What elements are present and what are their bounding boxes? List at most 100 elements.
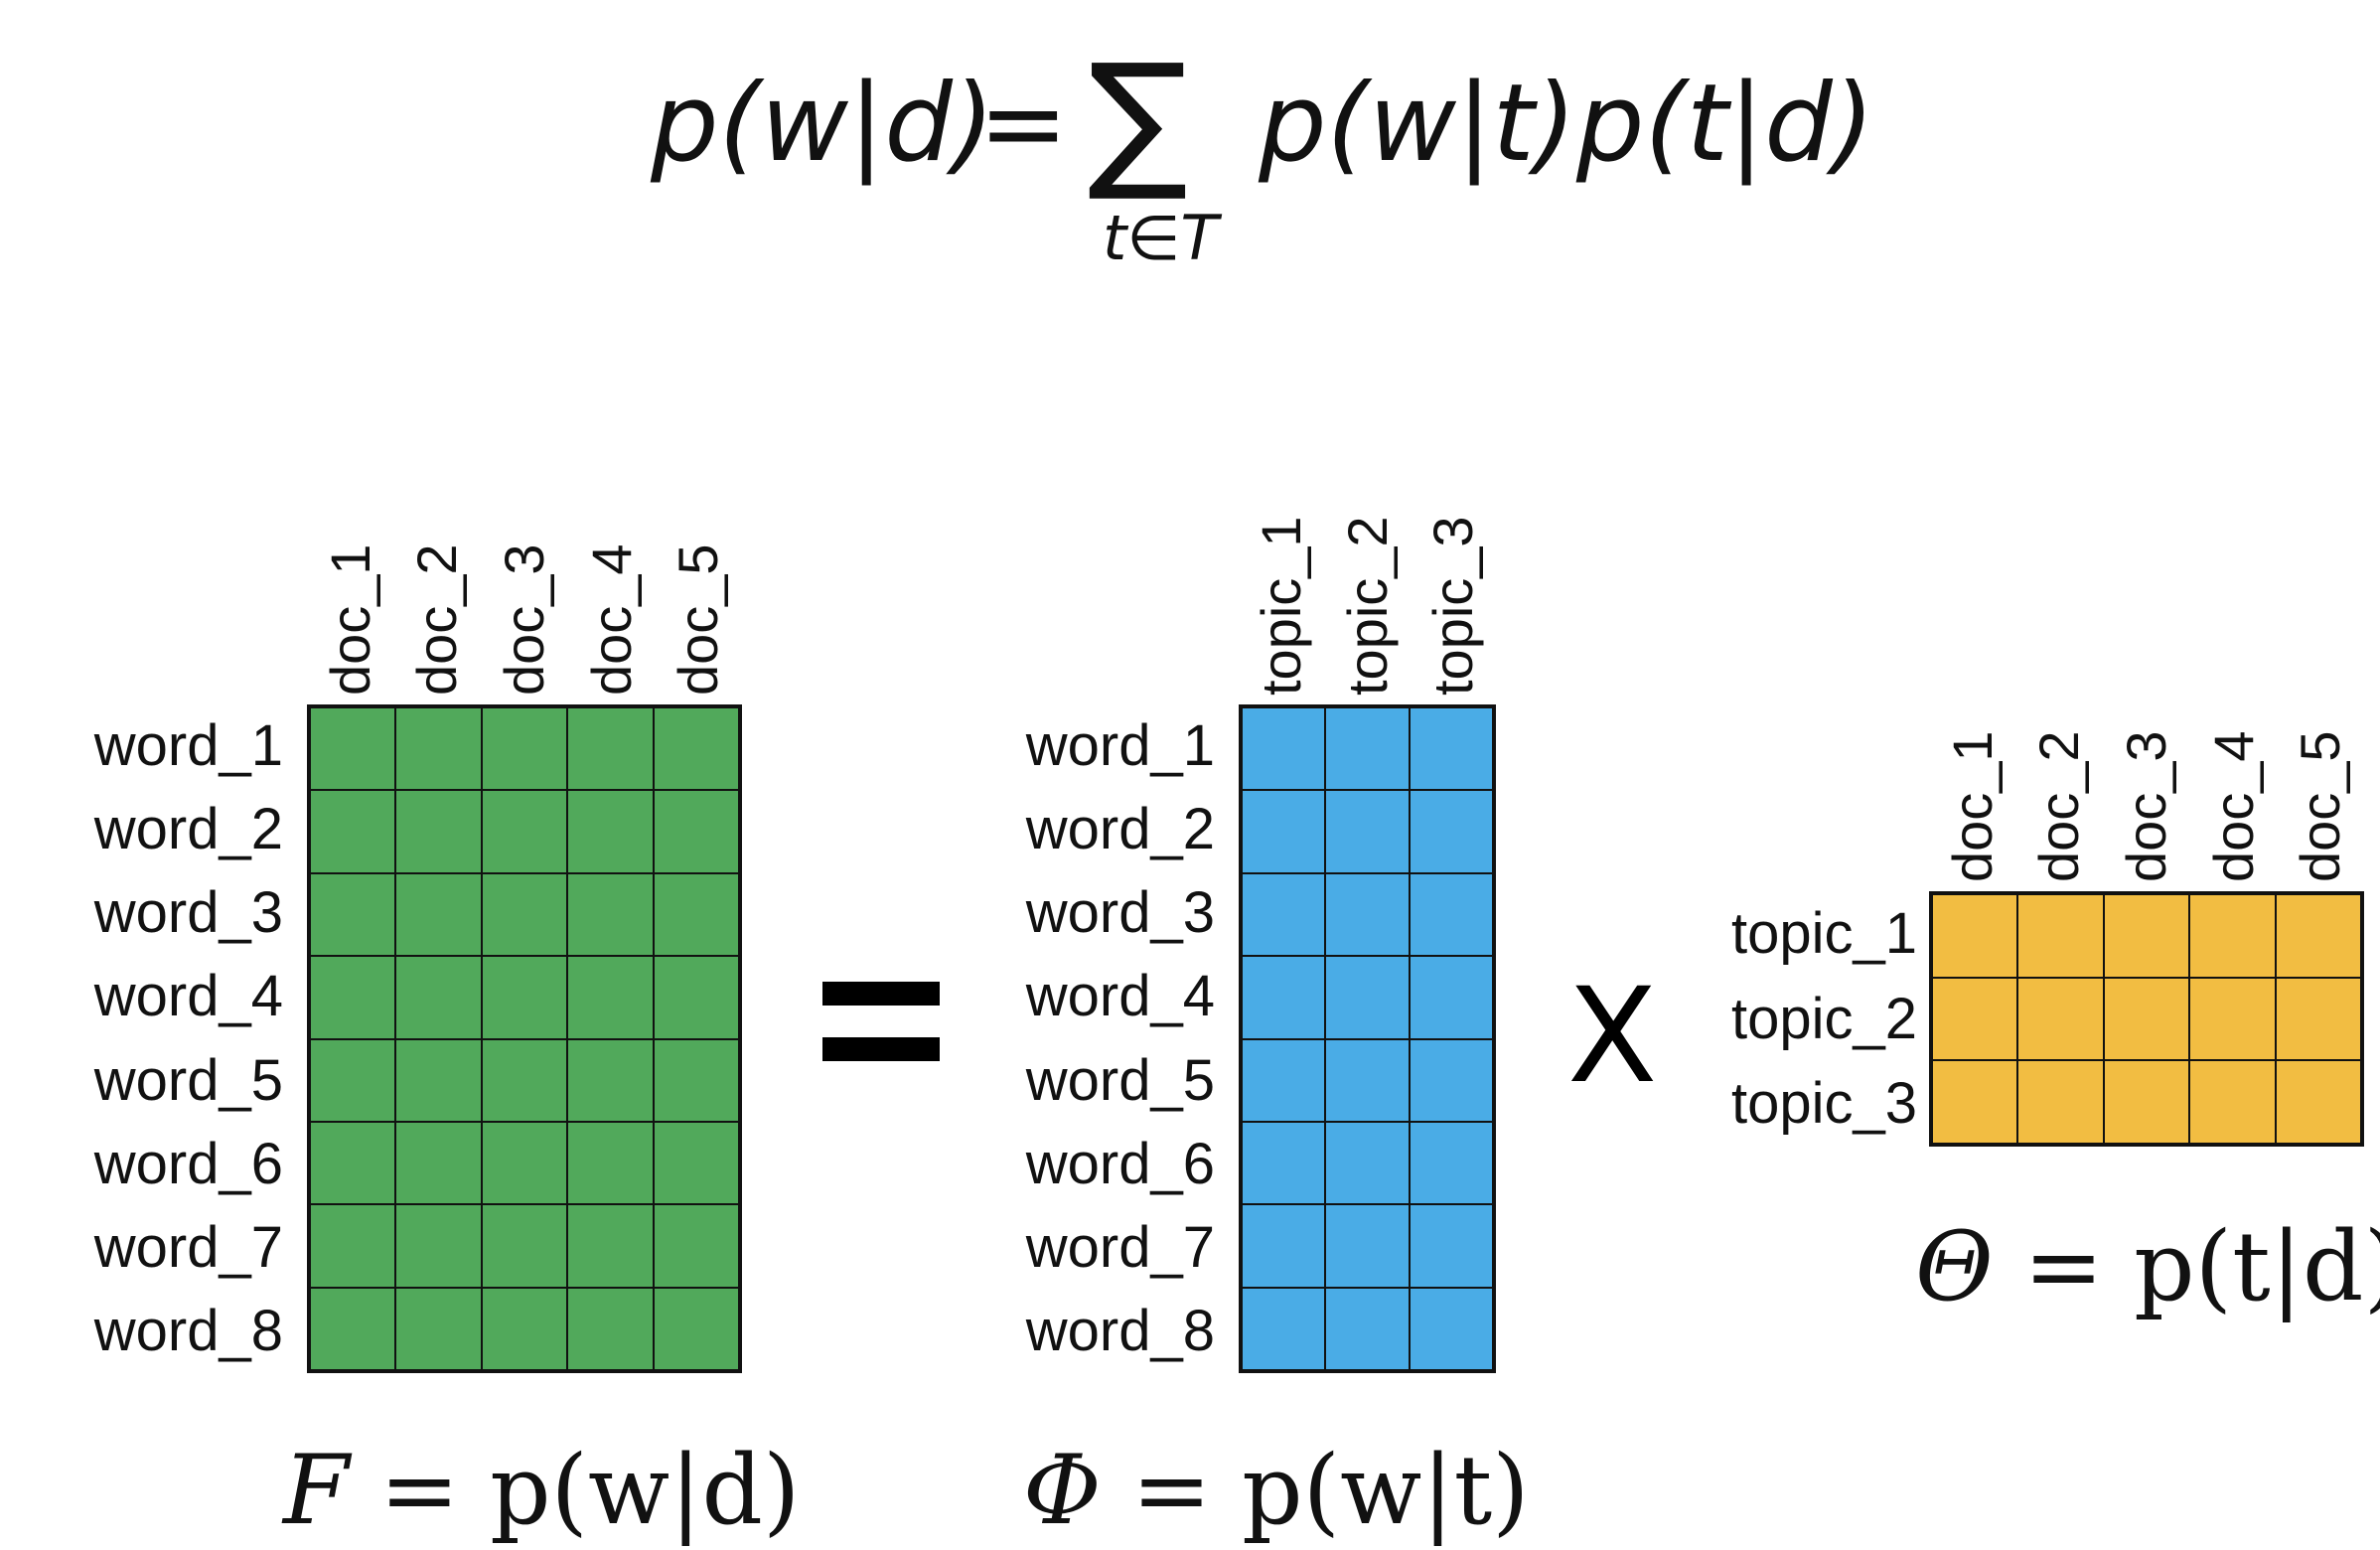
column-label: doc_5	[2289, 730, 2352, 882]
matrix-cell	[653, 1287, 739, 1370]
matrix-cell	[2275, 977, 2361, 1061]
matrix-cell	[2103, 1060, 2190, 1144]
column-label: doc_3	[2115, 730, 2177, 882]
column-label: doc_1	[1940, 730, 2004, 882]
matrix-cell	[1409, 790, 1493, 873]
matrix-cell	[481, 1121, 568, 1205]
matrix-cell	[567, 1121, 654, 1205]
multiply-operator: X	[1567, 960, 1658, 1113]
matrix-cell	[310, 1121, 396, 1205]
column-label: topic_2	[1335, 516, 1399, 696]
equals-bar-top	[822, 982, 940, 1006]
caption-f-expression: = p(w|d)	[349, 1435, 801, 1546]
matrix-cell	[395, 707, 482, 791]
matrix-cell	[1409, 1121, 1493, 1205]
equals-bar-bottom	[822, 1037, 940, 1061]
matrix-cell	[1325, 872, 1410, 957]
column-label: topic_1	[1250, 516, 1313, 696]
matrix-cell	[2017, 894, 2104, 978]
row-label: word_5	[1025, 1047, 1215, 1113]
column-label: doc_2	[2027, 730, 2091, 882]
matrix-phi	[1239, 704, 1496, 1373]
matrix-cell	[395, 956, 482, 1039]
matrix-cell	[481, 790, 568, 873]
row-label: word_6	[1025, 1131, 1215, 1196]
matrix-cell	[481, 956, 568, 1039]
caption-phi-variable: Φ	[1023, 1435, 1102, 1546]
matrix-cell	[2103, 894, 2190, 978]
matrix-cell	[1932, 1060, 2018, 1144]
matrix-cell	[481, 1204, 568, 1288]
matrix-cell	[395, 1287, 482, 1370]
row-label: word_4	[93, 964, 283, 1029]
matrix-cell	[1409, 707, 1493, 791]
matrix-cell	[310, 707, 396, 791]
row-label: word_3	[93, 880, 283, 946]
matrix-cell	[1242, 790, 1326, 873]
row-label: topic_1	[1730, 900, 1917, 966]
matrix-cell	[567, 790, 654, 873]
matrix-cell	[1325, 1038, 1410, 1122]
matrix-cell	[1409, 1204, 1493, 1288]
matrix-cell	[1242, 872, 1326, 957]
column-label: doc_5	[667, 543, 730, 696]
matrix-cell	[310, 790, 396, 873]
matrix-cell	[567, 1204, 654, 1288]
row-label: word_2	[93, 797, 283, 862]
matrix-cell	[1325, 707, 1410, 791]
matrix-cell	[1932, 894, 2018, 978]
matrix-cell	[395, 1121, 482, 1205]
matrix-theta	[1929, 891, 2364, 1147]
matrix-cell	[567, 956, 654, 1039]
matrix-cell	[1242, 1204, 1326, 1288]
equation-equals-sign: =	[978, 62, 1069, 186]
matrix-cell	[653, 790, 739, 873]
matrix-theta-column-labels: doc_1 doc_2 doc_3 doc_4 doc_5	[1929, 0, 2364, 882]
matrix-theta-caption: Θ = p(t|d)	[1915, 1207, 2380, 1326]
matrix-cell	[395, 872, 482, 957]
row-label: word_6	[93, 1131, 283, 1196]
matrix-cell	[2275, 894, 2361, 978]
matrix-cell	[481, 872, 568, 957]
matrix-cell	[1932, 977, 2018, 1061]
row-label: word_1	[1025, 713, 1215, 779]
matrix-cell	[310, 1204, 396, 1288]
column-label: doc_4	[2201, 730, 2265, 882]
column-label: topic_3	[1420, 516, 1484, 696]
matrix-cell	[653, 707, 739, 791]
row-label: word_1	[93, 713, 283, 779]
matrix-cell	[395, 1204, 482, 1288]
matrix-cell	[2017, 1060, 2104, 1144]
row-label: topic_3	[1730, 1071, 1917, 1137]
summation-subscript: t∈T	[1103, 202, 1219, 274]
matrix-cell	[481, 707, 568, 791]
matrix-phi-row-labels: word_1 word_2 word_3 word_4 word_5 word_6 word…	[968, 704, 1215, 1373]
row-label: topic_2	[1730, 986, 1917, 1051]
matrix-cell	[567, 707, 654, 791]
matrix-cell	[2189, 977, 2276, 1061]
row-label: word_5	[93, 1047, 283, 1113]
matrix-cell	[653, 1121, 739, 1205]
matrix-cell	[1325, 956, 1410, 1039]
matrix-cell	[481, 1038, 568, 1122]
equation-lhs: p(w|d)	[651, 62, 995, 186]
row-label: word_8	[1025, 1298, 1215, 1363]
matrix-cell	[1242, 1038, 1326, 1122]
matrix-cell	[1409, 956, 1493, 1039]
matrix-cell	[1409, 1287, 1493, 1370]
equation-rhs: p(w|t)p(t|d)	[1259, 62, 1874, 186]
matrix-theta-row-labels: topic_1 topic_2 topic_3	[1669, 891, 1917, 1147]
column-label: doc_2	[405, 543, 469, 696]
row-label: word_3	[1025, 880, 1215, 946]
row-label: word_7	[93, 1214, 283, 1280]
matrix-cell	[1325, 790, 1410, 873]
matrix-cell	[1325, 1204, 1410, 1288]
matrix-cell	[1242, 956, 1326, 1039]
matrix-cell	[1242, 1287, 1326, 1370]
caption-f-variable: F	[283, 1435, 350, 1546]
matrix-f-column-labels: doc_1 doc_2 doc_3 doc_4 doc_5	[307, 0, 742, 696]
matrix-cell	[2275, 1060, 2361, 1144]
matrix-cell	[567, 1287, 654, 1370]
matrix-cell	[1325, 1287, 1410, 1370]
